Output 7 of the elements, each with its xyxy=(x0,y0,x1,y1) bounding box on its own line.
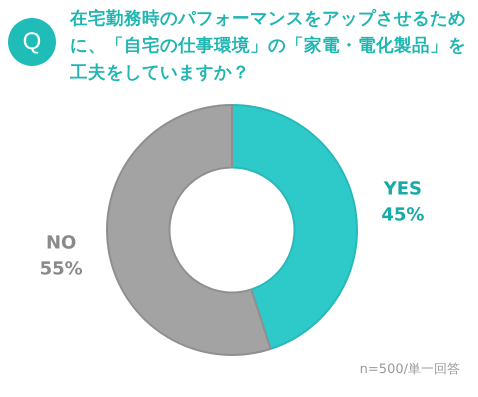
text: n=500/単一回答 xyxy=(360,361,460,378)
slice-label: YES xyxy=(382,178,422,200)
data-label: 45% xyxy=(381,204,424,226)
chart-title: 在宅勤務時のパフォーマンスをアップさせるために、「自宅の仕事環境」の「家電・電化製品」を工夫をしていますか？ xyxy=(70,8,467,85)
slice-label: NO xyxy=(46,232,76,254)
data-label: 55% xyxy=(40,258,83,280)
q-icon: Q xyxy=(8,18,56,66)
